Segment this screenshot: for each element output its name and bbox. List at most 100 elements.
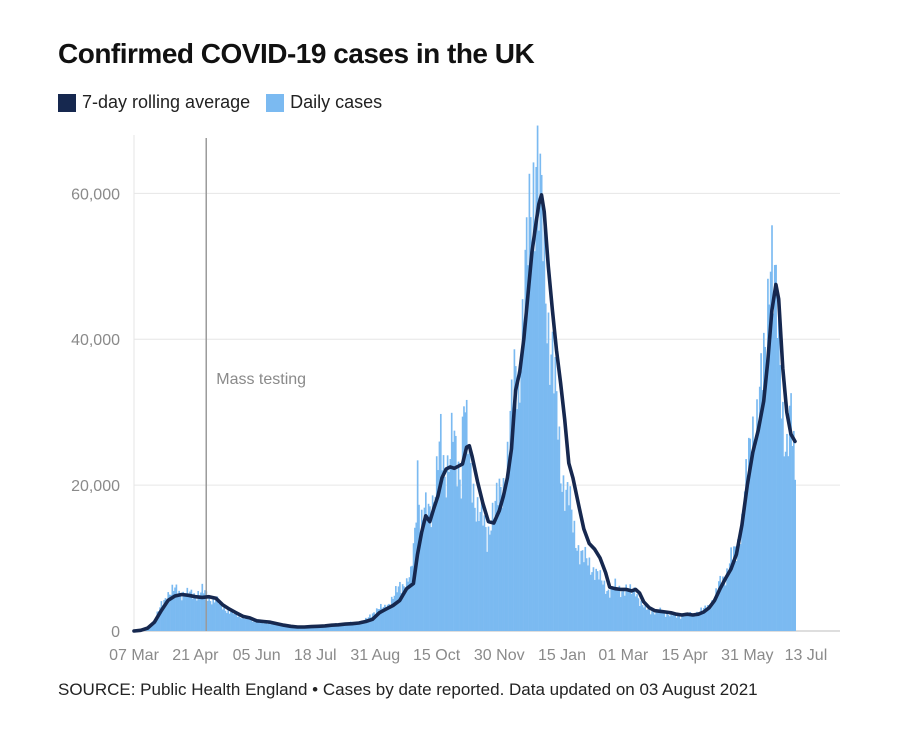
daily-cases-bar: [377, 609, 379, 631]
daily-cases-bar: [738, 545, 741, 631]
daily-cases-bar: [683, 616, 686, 631]
daily-cases-bar: [689, 612, 692, 631]
daily-cases-bar: [726, 568, 728, 631]
daily-cases-bar: [189, 591, 191, 631]
daily-cases-bar: [469, 463, 472, 631]
daily-cases-bar: [480, 498, 483, 631]
daily-cases-bar: [151, 624, 153, 631]
daily-cases-bar: [658, 610, 660, 631]
daily-cases-bar: [362, 620, 364, 631]
daily-cases-bar: [655, 609, 657, 631]
daily-cases-bar: [611, 587, 614, 631]
daily-cases-bar: [562, 475, 565, 631]
daily-cases-bar: [630, 593, 633, 631]
daily-cases-bar: [739, 544, 742, 631]
daily-cases-bar: [742, 520, 745, 631]
daily-cases-bar: [606, 591, 608, 631]
daily-cases-bar: [269, 624, 272, 631]
daily-cases-bar: [186, 587, 189, 631]
daily-cases-bar: [400, 593, 403, 631]
daily-cases-bar: [249, 617, 251, 631]
daily-cases-bar: [779, 365, 782, 631]
daily-cases-bar: [578, 564, 581, 631]
daily-cases-bar: [415, 522, 418, 631]
daily-cases-bar: [532, 162, 535, 632]
daily-cases-bar: [514, 366, 517, 631]
daily-cases-bar: [460, 498, 463, 631]
daily-cases-bar: [566, 482, 569, 631]
daily-cases-bar: [536, 125, 539, 631]
x-tick-label: 05 Jun: [233, 647, 281, 664]
daily-cases-bar: [550, 354, 553, 631]
daily-cases-bar: [281, 626, 284, 631]
daily-cases-bar: [209, 601, 212, 631]
daily-cases-bar: [581, 550, 584, 631]
daily-cases-bar: [257, 621, 260, 631]
daily-cases-bar: [670, 612, 672, 631]
daily-cases-bar: [216, 596, 219, 631]
daily-cases-bar: [463, 406, 465, 631]
daily-cases-bar: [250, 619, 253, 631]
daily-cases-bar: [290, 625, 292, 631]
daily-cases-bar: [705, 609, 708, 631]
daily-cases-bar: [396, 592, 399, 631]
daily-cases-bar: [407, 581, 409, 631]
daily-cases-bar: [337, 624, 340, 631]
daily-cases-bar: [553, 393, 555, 631]
daily-cases-bar: [366, 618, 369, 631]
daily-cases-bar: [183, 596, 186, 631]
daily-cases-bar: [602, 584, 604, 631]
daily-cases-bar: [429, 506, 431, 631]
daily-cases-bar: [728, 563, 731, 631]
daily-cases-bar: [574, 547, 577, 631]
daily-cases-bar: [225, 612, 228, 631]
daily-cases-bar: [664, 616, 667, 631]
daily-cases-bar: [287, 625, 289, 631]
daily-cases-bar: [270, 623, 273, 631]
daily-cases-bar: [768, 304, 771, 631]
daily-cases-bar: [295, 626, 298, 631]
daily-cases-bar: [685, 612, 687, 631]
daily-cases-bar: [223, 606, 225, 631]
daily-cases-bar: [393, 595, 396, 631]
daily-cases-bar: [324, 624, 326, 631]
daily-cases-bar: [435, 456, 438, 631]
daily-cases-bar: [783, 456, 786, 631]
daily-cases-bar: [476, 497, 479, 631]
y-axis-ticks: 0 20,000 40,000 60,000: [71, 186, 120, 641]
daily-cases-bar: [426, 520, 429, 631]
daily-cases-bar: [618, 585, 621, 631]
daily-cases-bar: [182, 591, 185, 631]
daily-cases-bar: [300, 626, 303, 631]
daily-cases-bar: [285, 626, 288, 631]
daily-cases-bar: [206, 601, 209, 631]
daily-cases-bar: [558, 426, 561, 631]
daily-cases-bar: [224, 610, 227, 631]
daily-cases-bar: [382, 606, 385, 631]
daily-cases-bar: [791, 445, 794, 631]
daily-cases-bar: [276, 623, 279, 631]
daily-cases-bar: [617, 589, 619, 631]
daily-cases-bar: [354, 621, 356, 631]
daily-cases-bar: [471, 502, 473, 631]
daily-cases-bar: [208, 596, 210, 631]
daily-cases-bar: [284, 626, 287, 631]
y-tick-label: 40,000: [71, 332, 120, 349]
daily-cases-bar: [775, 264, 777, 631]
daily-cases-bar: [561, 491, 563, 631]
daily-cases-bar: [291, 625, 294, 631]
daily-cases-bar: [454, 435, 457, 631]
daily-cases-bar: [329, 626, 332, 631]
daily-cases-bar: [221, 609, 224, 631]
daily-cases-bar: [544, 303, 547, 631]
source-note: SOURCE: Public Health England • Cases by…: [58, 680, 758, 699]
daily-cases-bar: [593, 579, 596, 631]
daily-cases-bar: [272, 622, 274, 631]
rolling-average-line: [132, 193, 797, 633]
daily-cases-bar: [653, 614, 656, 631]
daily-cases-bar: [498, 478, 501, 631]
daily-cases-bar: [610, 586, 613, 631]
daily-cases-bar: [161, 605, 164, 631]
daily-cases-bar: [484, 527, 487, 631]
daily-cases-bar: [762, 332, 765, 631]
